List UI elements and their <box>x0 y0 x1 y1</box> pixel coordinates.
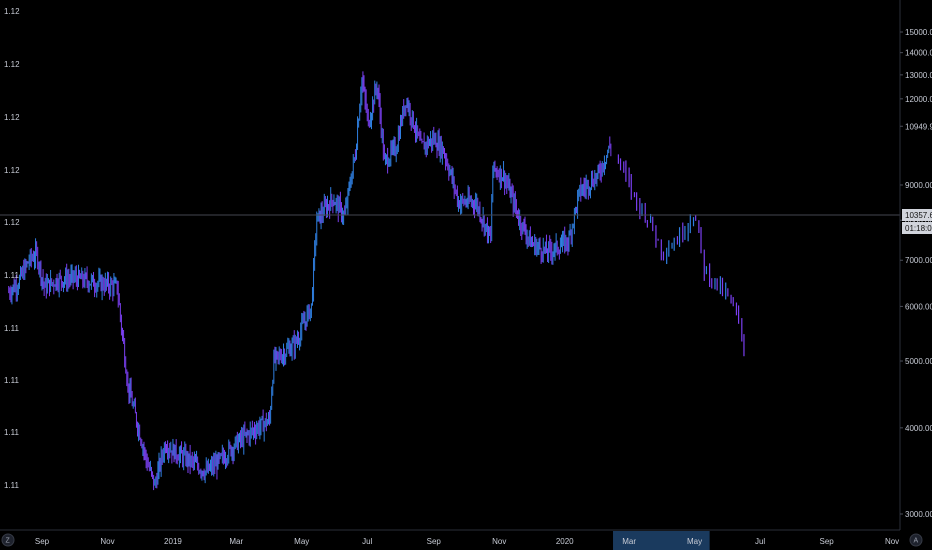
candles <box>8 71 745 491</box>
z-icon: Z <box>6 538 11 545</box>
x-axis-tick-6: Sep <box>427 537 442 546</box>
x-axis-tick-9: Mar <box>622 537 636 546</box>
left-axis-tick-1: 1.12 <box>4 60 20 69</box>
countdown-label: 01:18:08 <box>905 224 932 233</box>
x-axis-tick-8: 2020 <box>556 537 574 546</box>
left-axis-tick-3: 1.12 <box>4 166 20 175</box>
x-axis-tick-7: Nov <box>492 537 506 546</box>
last-price-badge: 10357.65 01:18:08 <box>902 209 932 234</box>
x-axis-tick-13: Nov <box>885 537 899 546</box>
left-axis-tick-7: 1.11 <box>4 376 20 385</box>
left-corner-button[interactable]: Z <box>1 533 15 547</box>
left-price-axis: 1.12 1.12 1.12 1.12 1.12 1.11 1.11 1.11 1.11 1.11 <box>4 7 20 490</box>
x-axis-tick-3: Mar <box>229 537 243 546</box>
left-axis-tick-8: 1.11 <box>4 428 20 437</box>
right-axis-tick-0: 15000.00 <box>905 28 932 37</box>
right-axis-tick-1: 14000.00 <box>905 49 932 58</box>
right-axis-tick-2: 13000.00 <box>905 71 932 80</box>
a-icon: A <box>914 538 919 545</box>
right-axis-tick-10: 4000.00 <box>905 424 932 433</box>
x-axis-tick-11: Jul <box>755 537 765 546</box>
x-axis-tick-0: Sep <box>35 537 50 546</box>
right-axis-tick-7: 7000.00 <box>905 256 932 265</box>
x-axis-tick-4: May <box>294 537 309 546</box>
right-axis-tick-3: 12000.00 <box>905 95 932 104</box>
left-axis-tick-9: 1.11 <box>4 481 20 490</box>
left-corner-circle <box>1 533 15 547</box>
right-axis-tick-4: 10949.96 <box>905 122 932 131</box>
right-corner-circle <box>909 533 923 547</box>
time-axis[interactable]: Sep Nov 2019 Mar May Jul Sep Nov 2020 Mar May Jul Se… <box>35 537 899 546</box>
x-axis-tick-5: Jul <box>362 537 372 546</box>
left-axis-tick-2: 1.12 <box>4 113 20 122</box>
x-axis-tick-2: 2019 <box>164 537 182 546</box>
right-axis-tick-5: 9000.00 <box>905 181 932 190</box>
right-axis-tick-9: 5000.00 <box>905 357 932 366</box>
left-axis-tick-6: 1.11 <box>4 324 20 333</box>
right-axis-tick-11: 3000.00 <box>905 510 932 519</box>
x-axis-tick-12: Sep <box>819 537 834 546</box>
left-axis-tick-5: 1.11 <box>4 271 20 280</box>
right-axis-tick-8: 6000.00 <box>905 302 932 311</box>
time-highlight-box <box>613 531 710 550</box>
countdown-box <box>902 222 932 234</box>
left-axis-tick-4: 1.12 <box>4 218 20 227</box>
left-axis-tick-0: 1.12 <box>4 7 20 16</box>
x-axis-tick-1: Nov <box>100 537 114 546</box>
right-corner-button[interactable]: A <box>909 533 923 547</box>
last-price-label: 10357.65 <box>905 211 932 220</box>
time-highlight <box>613 531 710 550</box>
x-axis-tick-10: May <box>687 537 702 546</box>
last-price-box <box>902 209 932 221</box>
